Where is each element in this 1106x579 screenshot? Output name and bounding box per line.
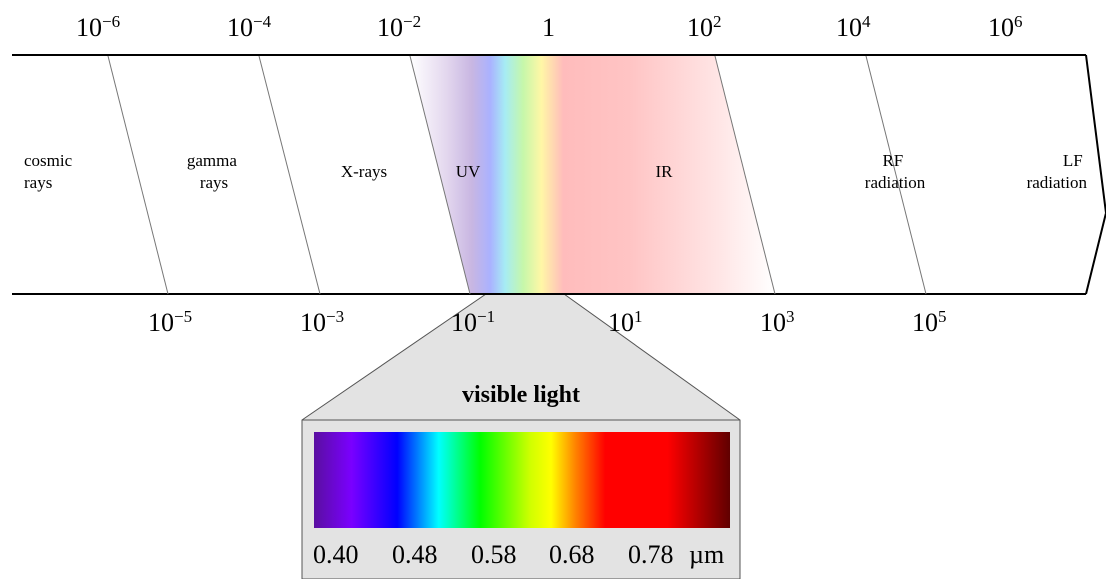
top-scale: 10−6 10−4 10−2 1 102 104 106	[76, 12, 1023, 43]
visible-tick-label: 0.48	[392, 540, 438, 569]
divider-xray-uv	[409, 55, 471, 295]
band-label-rf-radiation: RF radiation	[865, 151, 926, 192]
band-arrow-tip	[1085, 54, 1106, 295]
band-label-uv: UV	[456, 162, 481, 181]
divider-gamma-xray	[258, 55, 321, 295]
band-label-lf-radiation: LF radiation	[1027, 151, 1088, 192]
divider-ir-rf	[714, 55, 776, 295]
visible-ticks: 0.40 0.48 0.58 0.68 0.78 µm	[313, 540, 724, 569]
visible-tick-label: 0.58	[471, 540, 517, 569]
top-scale-label: 102	[687, 12, 722, 43]
band-label-ir: IR	[656, 162, 674, 181]
bottom-scale-label: 10−1	[451, 307, 495, 338]
top-scale-label: 1	[542, 13, 555, 42]
bottom-scale-label: 103	[760, 307, 795, 338]
top-scale-label: 104	[836, 12, 871, 43]
inset-title: visible light	[462, 382, 580, 408]
divider-rf-lf	[865, 55, 927, 295]
visible-tick-label: 0.78	[628, 540, 674, 569]
band-label-x-rays: X-rays	[341, 162, 387, 181]
band-label-cosmic-rays: cosmic rays	[24, 151, 76, 192]
bottom-scale: 10−5 10−3 10−1 101 103 105	[148, 307, 947, 338]
visible-unit-label: µm	[689, 540, 724, 569]
top-scale-label: 10−2	[377, 12, 421, 43]
top-scale-label: 106	[988, 12, 1023, 43]
visible-tick-label: 0.68	[549, 540, 595, 569]
bottom-scale-label: 10−5	[148, 307, 192, 338]
bottom-scale-label: 10−3	[300, 307, 344, 338]
divider-cosmic-gamma	[107, 55, 169, 295]
band-labels: cosmic rays gamma rays X-rays UV IR RF r…	[24, 151, 1087, 192]
bottom-scale-label: 105	[912, 307, 947, 338]
visible-tick-label: 0.40	[313, 540, 359, 569]
spectrum-wash	[410, 56, 775, 294]
band-dividers	[107, 55, 927, 295]
bottom-scale-label: 101	[608, 307, 643, 338]
band-label-gamma-rays: gamma rays	[187, 151, 241, 192]
top-scale-label: 10−6	[76, 12, 120, 43]
visible-spectrum-bar	[314, 432, 730, 528]
top-scale-label: 10−4	[227, 12, 272, 43]
